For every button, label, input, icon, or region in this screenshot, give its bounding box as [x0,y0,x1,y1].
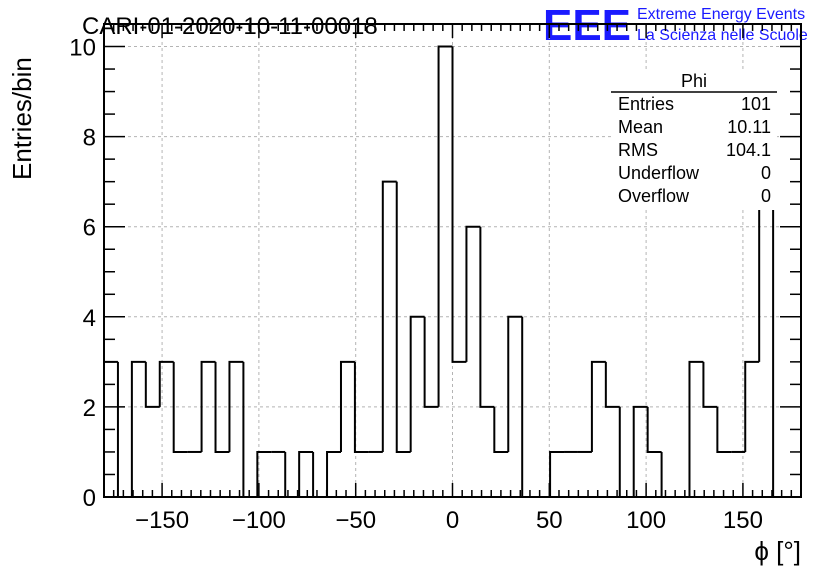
histogram-bin [423,316,439,408]
histogram-bin [409,315,425,452]
stats-box: Phi Entries 101 Mean 10.11 RMS 104.1 Und… [611,70,777,210]
histogram-bin [549,450,565,497]
histogram-bin [590,360,606,452]
histogram-bin [130,360,146,497]
histogram-bin [604,361,620,408]
stats-box-title: Phi [681,71,707,91]
stats-row-value: 0 [761,163,771,183]
stats-row-value: 104.1 [726,140,771,160]
histogram-bin [326,450,341,497]
histogram-bin [242,361,258,498]
histogram-bin [660,451,676,498]
y-tick-label: 6 [83,215,96,242]
stats-row-label: Overflow [618,186,690,206]
histogram-bin [618,406,634,498]
histogram-bin [507,315,523,452]
histogram-bin [116,361,132,498]
x-tick-label: 50 [536,507,563,534]
histogram-bin [395,181,411,453]
stats-box-background [611,70,777,210]
x-tick-label: 100 [626,507,666,534]
histogram-bin [381,180,397,452]
y-tick-label: 4 [83,305,96,332]
stats-row-label: Entries [618,94,674,114]
histogram-bin [256,450,272,497]
histogram-bin [437,45,453,407]
stats-row-value: 101 [741,94,771,114]
histogram-bin [451,46,467,363]
histogram-bin [465,225,481,362]
eee-logo-line2: La Scienza nelle Scuole [637,27,808,44]
histogram-bin [172,361,188,453]
x-tick-label: −100 [232,507,286,534]
stats-row-label: Mean [618,117,663,137]
y-tick-label: 8 [83,125,96,152]
x-axis-label: ϕ [°] [754,536,801,566]
y-axis-label: Entries/bin [7,57,37,180]
eee-logo-line1: Extreme Energy Events [637,6,805,23]
x-tick-label: 0 [446,507,459,534]
x-tick-label: −50 [335,507,376,534]
histogram-bin [214,361,230,453]
histogram-bin [744,360,760,452]
histogram-bin [716,406,732,453]
histogram-bin [646,406,662,453]
histogram-bin [702,361,718,408]
histogram-bin [200,360,216,452]
histogram-bin [353,361,369,453]
y-tick-label: 2 [83,395,96,422]
stats-row-label: Underflow [618,163,700,183]
y-tick-label: 10 [69,35,96,62]
histogram-bin [479,226,495,408]
histogram-bin [158,360,174,407]
y-tick-label: 0 [83,485,96,512]
histogram-bin [632,405,648,497]
axes: −150 −100 −50 0 50 100 150 0 2 4 6 8 10 [69,23,802,534]
histogram-bin [312,451,328,498]
histogram-bin [228,360,244,452]
histogram-bin [493,406,509,453]
histogram-bin [298,450,314,497]
histogram-bin [144,361,160,408]
histogram-bin [688,360,704,497]
x-tick-label: −150 [135,507,189,534]
x-tick-label: 150 [723,507,763,534]
stats-row-label: RMS [618,140,658,160]
stats-row-value: 10.11 [727,117,771,137]
histogram-bin [339,360,355,452]
stats-row-value: 0 [761,186,771,206]
